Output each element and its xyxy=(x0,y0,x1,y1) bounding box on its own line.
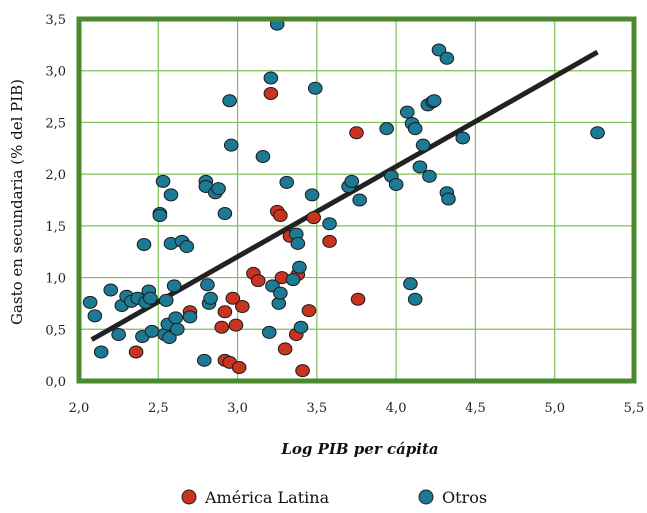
data-point-otros xyxy=(292,260,307,274)
data-point-otros xyxy=(307,81,323,95)
data-point-otros xyxy=(441,192,456,206)
x-tick-label: 5,5 xyxy=(624,401,645,416)
data-point-latin-america xyxy=(231,361,247,375)
data-point-otros xyxy=(166,279,182,293)
data-point-otros xyxy=(111,327,126,341)
legend-label-latin-america: América Latina xyxy=(204,488,330,507)
data-point-otros xyxy=(163,188,179,202)
data-point-otros xyxy=(162,331,177,345)
data-point-otros xyxy=(352,193,367,207)
y-tick-label: 0,0 xyxy=(45,375,66,390)
data-point-latin-america xyxy=(128,345,144,359)
data-point-latin-america xyxy=(273,209,288,223)
data-point-otros xyxy=(407,292,423,306)
data-point-otros xyxy=(200,278,215,292)
data-point-latin-america xyxy=(306,211,321,225)
data-point-latin-america xyxy=(250,274,266,288)
data-point-otros xyxy=(422,169,437,183)
data-point-latin-america xyxy=(225,291,241,305)
data-point-otros xyxy=(344,174,360,188)
data-point-otros xyxy=(290,236,306,250)
y-tick-label: 0,5 xyxy=(45,323,66,338)
data-point-latin-america xyxy=(214,320,230,334)
data-point-otros xyxy=(379,122,394,136)
x-tick-label: 3,0 xyxy=(227,401,248,416)
y-tick-label: 1,5 xyxy=(45,220,66,235)
data-point-otros xyxy=(285,273,301,287)
data-point-otros xyxy=(203,291,218,305)
data-point-otros xyxy=(304,188,320,202)
data-point-latin-america xyxy=(217,305,233,319)
data-point-otros xyxy=(293,320,309,334)
x-tick-label: 4,5 xyxy=(465,401,486,416)
data-point-otros xyxy=(170,322,185,336)
y-tick-labels: 0,0 0,5 1,0 1,5 2,0 2,5 3,0 3,5 xyxy=(45,13,66,390)
y-tick-label: 1,0 xyxy=(45,272,66,287)
data-point-otros xyxy=(143,291,158,305)
data-point-otros xyxy=(426,94,442,108)
data-point-otros xyxy=(155,174,171,188)
data-point-latin-america xyxy=(263,86,279,100)
data-point-latin-america xyxy=(350,292,366,306)
data-point-otros xyxy=(168,311,184,325)
data-point-latin-america xyxy=(228,318,244,332)
x-tick-label: 2,0 xyxy=(69,401,90,416)
legend-marker-latin-america xyxy=(181,489,197,505)
data-point-latin-america xyxy=(235,300,250,314)
data-point-otros xyxy=(87,309,103,323)
data-point-otros xyxy=(222,94,237,108)
data-point-otros xyxy=(103,283,119,297)
data-point-otros xyxy=(182,310,198,324)
data-point-otros xyxy=(152,209,168,223)
data-point-otros xyxy=(93,345,109,359)
y-tick-label: 2,0 xyxy=(45,168,66,183)
data-point-otros xyxy=(412,160,428,174)
data-point-otros xyxy=(431,43,447,57)
data-point-otros xyxy=(439,51,455,65)
data-point-otros xyxy=(273,286,288,300)
y-tick-label: 3,0 xyxy=(45,65,66,80)
data-points xyxy=(82,17,605,378)
data-point-latin-america xyxy=(322,234,337,248)
data-point-otros xyxy=(415,138,431,152)
x-axis-title: Log PIB per cápita xyxy=(280,440,438,458)
x-tick-label: 2,5 xyxy=(148,401,169,416)
x-tick-label: 4,0 xyxy=(386,401,407,416)
plot-frame xyxy=(76,16,637,384)
data-point-latin-america xyxy=(277,342,293,356)
data-point-otros xyxy=(261,325,277,339)
data-point-otros xyxy=(388,177,404,191)
data-point-otros xyxy=(158,293,174,307)
x-tick-labels: 2,0 2,5 3,0 3,5 4,0 4,5 5,0 5,5 xyxy=(69,401,645,416)
y-tick-label: 3,5 xyxy=(45,13,66,28)
data-point-otros xyxy=(255,150,271,164)
data-point-otros xyxy=(211,182,226,196)
data-point-otros xyxy=(196,353,212,367)
y-axis-title: Gasto en secundaria (% del PIB) xyxy=(8,79,26,325)
data-point-otros xyxy=(144,324,160,338)
y-tick-label: 2,5 xyxy=(45,116,66,131)
data-point-otros xyxy=(82,295,98,309)
data-point-otros xyxy=(179,240,195,254)
data-point-otros xyxy=(455,131,471,145)
data-point-otros xyxy=(403,277,418,291)
x-tick-label: 3,5 xyxy=(307,401,328,416)
data-point-otros xyxy=(279,175,295,189)
data-point-latin-america xyxy=(301,304,317,318)
legend: América Latina Otros xyxy=(181,488,487,507)
data-point-otros xyxy=(322,217,337,231)
data-point-otros xyxy=(217,206,233,220)
data-point-otros xyxy=(399,105,415,119)
data-point-otros xyxy=(407,122,423,136)
data-point-otros xyxy=(263,71,279,85)
data-point-latin-america xyxy=(295,364,310,378)
legend-marker-otros xyxy=(418,489,434,505)
data-point-otros xyxy=(590,126,605,140)
x-tick-label: 5,0 xyxy=(544,401,565,416)
data-point-otros xyxy=(223,138,239,152)
data-point-otros xyxy=(136,237,152,251)
legend-label-otros: Otros xyxy=(442,488,487,507)
data-point-latin-america xyxy=(349,126,364,140)
